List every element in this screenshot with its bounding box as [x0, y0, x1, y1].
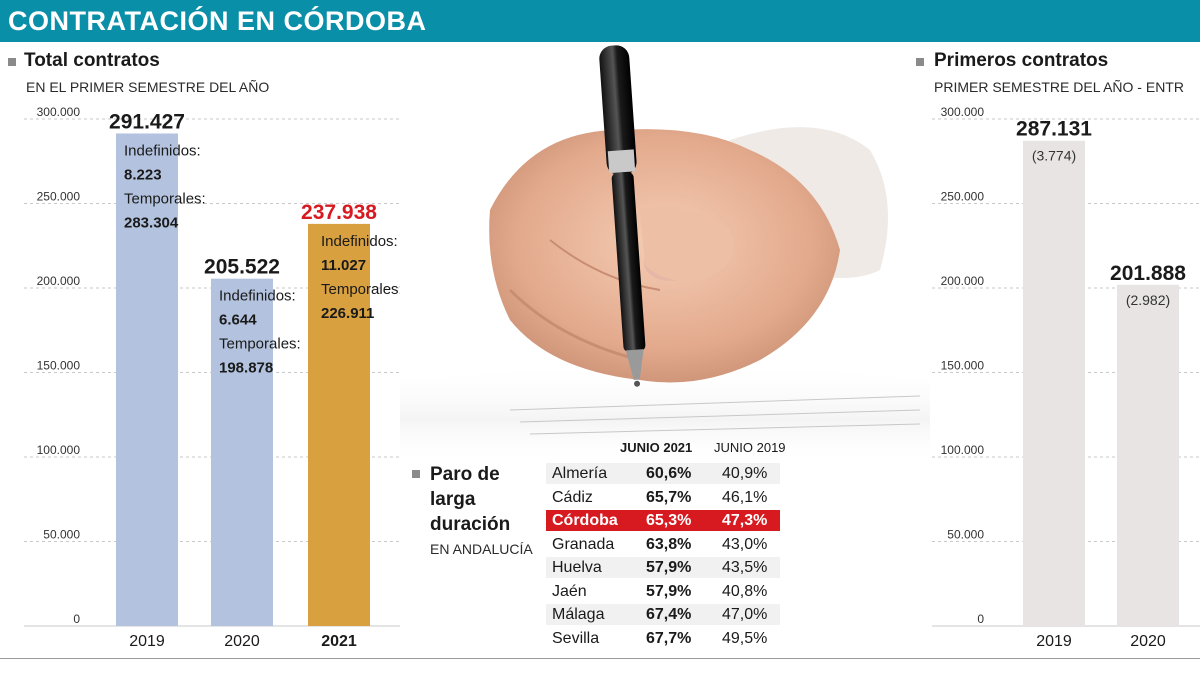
- y-tick-label: 0: [73, 612, 80, 626]
- y-tick-label: 250.000: [941, 190, 985, 204]
- annotation-value: 283.304: [124, 214, 179, 231]
- bar-2020: [1117, 284, 1179, 626]
- junio-2019-cell: 47,3%: [722, 512, 768, 529]
- junio-2021-cell: 65,7%: [646, 488, 692, 506]
- primeros-contratos-chart: 0 50.000 100.000 150.000 200.000 250.000 300.0…: [932, 105, 1200, 650]
- junio-2019-cell: 40,9%: [722, 465, 768, 482]
- bar-2020: [211, 278, 273, 626]
- y-tick-label: 300.000: [37, 105, 81, 119]
- annotation-value: 11.027: [321, 257, 366, 274]
- table-row: Almería 60,6% 40,9%: [546, 463, 780, 484]
- table-row: Huelva 57,9% 43,5%: [546, 557, 780, 578]
- junio-2019-cell: 46,1%: [722, 488, 768, 506]
- province-cell: Córdoba: [552, 512, 618, 529]
- primeros-contratos-subtitle: PRIMER SEMESTRE DEL AÑO - ENTR: [934, 79, 1184, 95]
- y-tick-label: 150.000: [941, 359, 985, 373]
- table-row: Sevilla 67,7% 49,5%: [546, 628, 780, 649]
- hand-pen-illustration: [400, 45, 930, 460]
- annotation-label: Temporales:: [124, 190, 206, 207]
- x-tick-label: 2020: [1130, 633, 1166, 650]
- secondary-label: (3.774): [1032, 148, 1076, 164]
- annotation-label: Temporales:: [321, 281, 400, 298]
- junio-2019-cell: 49,5%: [722, 629, 768, 647]
- annotation-label: Temporales:: [219, 336, 301, 353]
- secondary-label: (2.982): [1126, 292, 1170, 308]
- bar-2019: [116, 133, 178, 626]
- bottom-divider: [0, 658, 1200, 659]
- province-cell: Cádiz: [552, 488, 593, 506]
- paro-title-line: duración: [430, 514, 511, 535]
- section-marker-icon: [916, 58, 924, 66]
- y-tick-label: 200.000: [941, 274, 985, 288]
- total-contratos-chart: 0 50.000 100.000 150.000 200.000 250.000 300.0…: [24, 105, 400, 650]
- column-header-junio-2021: JUNIO 2021: [620, 440, 693, 455]
- junio-2021-cell: 67,7%: [646, 629, 692, 647]
- annotation-value: 198.878: [219, 360, 273, 377]
- paro-title: Paro de larga duración: [430, 462, 540, 537]
- section-marker-icon: [412, 470, 420, 478]
- table-row: Málaga 67,4% 47,0%: [546, 604, 780, 625]
- value-label: 237.938: [301, 201, 377, 224]
- value-label: 291.427: [109, 110, 185, 133]
- section-marker-icon: [8, 58, 16, 66]
- column-header-junio-2019: JUNIO 2019: [714, 440, 786, 455]
- province-cell: Jaén: [552, 582, 587, 600]
- value-label: 205.522: [204, 256, 280, 279]
- y-tick-label: 200.000: [37, 274, 81, 288]
- province-cell: Almería: [552, 465, 608, 482]
- x-tick-label: 2019: [1036, 633, 1072, 650]
- junio-2019-cell: 43,5%: [722, 559, 768, 576]
- table-row: Granada 63,8% 43,0%: [546, 534, 780, 555]
- header-banner: CONTRATACIÓN EN CÓRDOBA: [0, 0, 1200, 42]
- junio-2021-cell: 57,9%: [646, 582, 692, 600]
- y-tick-label: 100.000: [941, 443, 985, 457]
- annotation-value: 226.911: [321, 305, 374, 322]
- value-label: 201.888: [1110, 262, 1186, 285]
- table-row: Córdoba 65,3% 47,3%: [546, 510, 780, 531]
- y-tick-label: 50.000: [947, 528, 984, 542]
- table-row: Cádiz 65,7% 46,1%: [546, 487, 780, 508]
- junio-2019-cell: 47,0%: [722, 606, 768, 623]
- annotation-value: 6.644: [219, 312, 257, 329]
- junio-2021-cell: 63,8%: [646, 535, 692, 553]
- annotation-label: Indefinidos:: [219, 288, 296, 305]
- bar-2021: [308, 223, 370, 627]
- total-contratos-title: Total contratos: [24, 50, 160, 71]
- x-tick-label: 2020: [224, 633, 260, 650]
- paro-title-line: Paro de: [430, 464, 500, 485]
- y-tick-label: 50.000: [43, 528, 80, 542]
- x-tick-label: 2021: [321, 633, 357, 650]
- junio-2021-cell: 60,6%: [646, 465, 692, 482]
- annotation-value: 8.223: [124, 166, 162, 183]
- junio-2019-cell: 43,0%: [722, 535, 768, 553]
- junio-2021-cell: 67,4%: [646, 606, 692, 623]
- junio-2019-cell: 40,8%: [722, 582, 768, 600]
- junio-2021-cell: 65,3%: [646, 512, 692, 529]
- x-tick-label: 2019: [129, 633, 165, 650]
- junio-2021-cell: 57,9%: [646, 559, 692, 576]
- table-row: Jaén 57,9% 40,8%: [546, 581, 780, 602]
- y-tick-label: 300.000: [941, 105, 985, 119]
- y-tick-label: 100.000: [37, 443, 81, 457]
- paro-title-line: larga: [430, 489, 476, 510]
- value-label: 287.131: [1016, 118, 1092, 141]
- paro-subtitle: EN ANDALUCÍA: [430, 541, 533, 557]
- annotation-label: Indefinidos:: [124, 142, 201, 159]
- province-cell: Granada: [552, 535, 615, 553]
- y-tick-label: 250.000: [37, 190, 81, 204]
- province-cell: Sevilla: [552, 629, 600, 647]
- province-cell: Málaga: [552, 606, 605, 623]
- annotation-label: Indefinidos:: [321, 233, 398, 250]
- page-title: CONTRATACIÓN EN CÓRDOBA: [8, 6, 427, 36]
- total-contratos-subtitle: EN EL PRIMER SEMESTRE DEL AÑO: [26, 79, 270, 95]
- primeros-contratos-title: Primeros contratos: [934, 50, 1109, 71]
- province-cell: Huelva: [552, 559, 602, 576]
- banner-divider: [0, 42, 1200, 44]
- y-tick-label: 150.000: [37, 359, 81, 373]
- y-tick-label: 0: [977, 612, 984, 626]
- bar-2019: [1023, 140, 1085, 627]
